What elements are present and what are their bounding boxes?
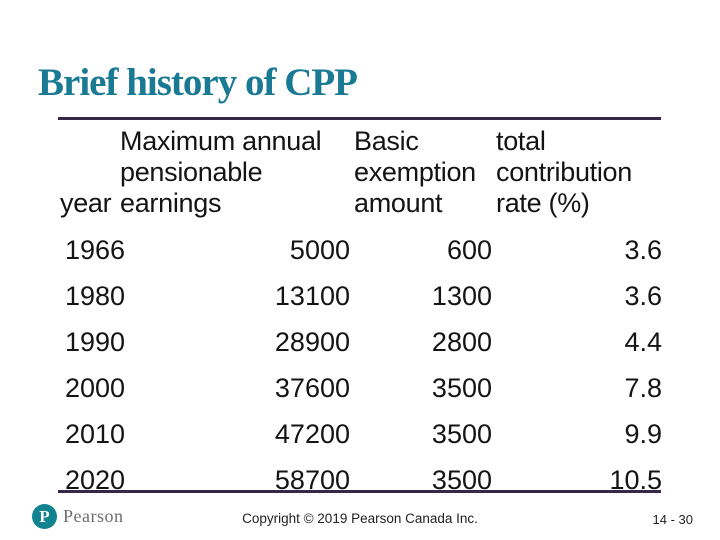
cell-max-earnings: 5000 (289, 234, 350, 265)
col-header-max-pensionable-earnings: Maximum annual pensionable earnings (120, 126, 322, 218)
pearson-logo: P Pearson (32, 504, 124, 529)
table-row: 2000 37600 3500 7.8 (58, 365, 662, 411)
cell-year: 1966 (65, 234, 126, 265)
cell-exemption: 3500 (431, 418, 492, 449)
cell-max-earnings: 58700 (274, 464, 350, 495)
table-row: 2020 58700 3500 10.5 (58, 457, 662, 503)
title-underline-rule (58, 117, 661, 120)
cell-exemption: 3500 (431, 372, 492, 403)
page-number: 14 - 30 (652, 512, 693, 527)
cell-year: 2010 (65, 418, 126, 449)
cell-year: 1980 (65, 280, 126, 311)
col-header-total-contribution-rate: total contribution rate (%) (496, 126, 632, 218)
table-row: 1980 13100 1300 3.6 (58, 273, 662, 319)
table-row: 2010 47200 3500 9.9 (58, 411, 662, 457)
cell-rate: 4.4 (624, 326, 662, 357)
table-header-row: year Maximum annual pensionable earnings… (58, 126, 662, 227)
table-bottom-rule (58, 490, 661, 493)
page-title: Brief history of CPP (38, 61, 358, 104)
cell-rate: 3.6 (624, 234, 662, 265)
table-row: 1990 28900 2800 4.4 (58, 319, 662, 365)
cell-year: 2020 (65, 464, 126, 495)
cell-exemption: 600 (446, 234, 492, 265)
cell-rate: 7.8 (624, 372, 662, 403)
cell-exemption: 1300 (431, 280, 492, 311)
cell-rate: 9.9 (624, 418, 662, 449)
pearson-p-icon: P (32, 504, 57, 529)
cell-rate: 10.5 (609, 464, 662, 495)
copyright-text: Copyright © 2019 Pearson Canada Inc. (242, 511, 478, 526)
cell-year: 2000 (65, 372, 126, 403)
cell-max-earnings: 37600 (274, 372, 350, 403)
cpp-history-table: year Maximum annual pensionable earnings… (58, 126, 662, 503)
cell-max-earnings: 13100 (274, 280, 350, 311)
cell-exemption: 3500 (431, 464, 492, 495)
col-header-year: year (60, 188, 112, 218)
cell-exemption: 2800 (431, 326, 492, 357)
col-header-basic-exemption-amount: Basic exemption amount (354, 126, 476, 218)
cell-year: 1990 (65, 326, 126, 357)
cell-rate: 3.6 (624, 280, 662, 311)
pearson-wordmark: Pearson (63, 506, 124, 526)
table-row: 1966 5000 600 3.6 (58, 227, 662, 273)
cell-max-earnings: 28900 (274, 326, 350, 357)
cell-max-earnings: 47200 (274, 418, 350, 449)
